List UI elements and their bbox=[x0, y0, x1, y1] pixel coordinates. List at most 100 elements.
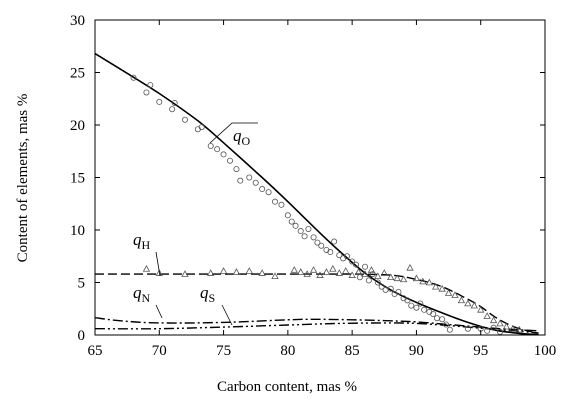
q-o-leader-line bbox=[209, 122, 258, 144]
q-h-point bbox=[303, 270, 311, 277]
q-h-point bbox=[432, 282, 440, 290]
q-s-fit-line bbox=[94, 322, 539, 334]
q-h-point bbox=[219, 267, 228, 274]
q-o-point bbox=[442, 321, 449, 328]
q-o-point bbox=[374, 279, 381, 286]
x-axis-label: Carbon content, mas % bbox=[217, 379, 357, 395]
q-o-point bbox=[237, 177, 244, 184]
q-h-leader-line bbox=[155, 251, 161, 277]
q-o-point bbox=[156, 98, 163, 105]
q-h-point bbox=[380, 269, 388, 276]
q-o-point bbox=[233, 166, 240, 173]
q-n-leader-line bbox=[155, 304, 163, 319]
x-tick-label: 100 bbox=[534, 343, 557, 359]
q-h-point bbox=[348, 271, 356, 278]
q-h-point bbox=[367, 266, 376, 273]
q-h-point bbox=[483, 312, 491, 319]
q-o-point bbox=[246, 174, 253, 181]
q-h-point bbox=[464, 299, 472, 307]
q-n-label-sub: N bbox=[142, 291, 151, 305]
q-o-point bbox=[361, 263, 368, 270]
q-h-point bbox=[142, 265, 151, 272]
q-h-point bbox=[329, 265, 337, 272]
q-h-point bbox=[509, 324, 517, 332]
q-o-point bbox=[352, 261, 359, 268]
q-o-point bbox=[343, 253, 350, 260]
q-o-point bbox=[417, 300, 424, 307]
q-h-point bbox=[297, 268, 305, 275]
y-tick-label: 25 bbox=[70, 66, 85, 82]
q-h-point bbox=[181, 270, 189, 277]
q-o-point bbox=[284, 212, 291, 219]
q-o-point bbox=[490, 324, 497, 331]
q-o-point bbox=[439, 316, 446, 323]
q-h-label: qH bbox=[133, 230, 151, 252]
x-tick-label: 90 bbox=[409, 343, 424, 359]
q-o-point bbox=[147, 82, 154, 89]
q-o-point bbox=[305, 225, 312, 232]
q-h-point bbox=[374, 272, 382, 280]
q-h-point bbox=[496, 319, 504, 327]
q-o-point bbox=[220, 151, 227, 158]
x-tick-label: 85 bbox=[345, 343, 360, 359]
q-o-point bbox=[496, 328, 503, 335]
axes: 65 70 75 80 85 90 95 100 0 5 10 15 20 25 30 bbox=[70, 13, 556, 359]
q-o-point bbox=[464, 325, 471, 332]
q-o-point bbox=[369, 271, 376, 278]
q-h-point bbox=[451, 291, 459, 298]
q-h-point bbox=[502, 322, 511, 330]
q-o-point bbox=[446, 326, 453, 333]
q-o-point bbox=[421, 306, 428, 313]
y-tick-label: 20 bbox=[70, 118, 85, 134]
q-o-point bbox=[430, 310, 437, 317]
q-h-point bbox=[444, 289, 453, 296]
q-o-point bbox=[378, 283, 385, 290]
q-o-point bbox=[181, 116, 188, 123]
q-h-point bbox=[316, 271, 324, 278]
q-o-point bbox=[288, 218, 295, 225]
q-o-point bbox=[271, 198, 278, 205]
q-n-label: qN bbox=[133, 283, 151, 305]
y-axis-label: Content of elements, mas % bbox=[15, 94, 31, 263]
x-tick-label: 80 bbox=[280, 343, 295, 359]
q-n-fit-line bbox=[94, 317, 539, 332]
q-h-point bbox=[470, 301, 478, 309]
q-o-point bbox=[318, 242, 325, 249]
q-o-point bbox=[130, 74, 137, 81]
q-o-point bbox=[382, 286, 389, 293]
q-s-label-main: q bbox=[200, 283, 209, 302]
y-tick-label: 15 bbox=[70, 171, 85, 187]
q-o-point bbox=[365, 277, 372, 284]
x-tick-label: 75 bbox=[216, 343, 231, 359]
q-h-point bbox=[387, 273, 395, 281]
q-o-point bbox=[404, 297, 411, 304]
q-h-point bbox=[258, 269, 266, 276]
q-o-point bbox=[433, 315, 440, 322]
q-o-point bbox=[349, 258, 356, 265]
q-o-point bbox=[252, 179, 259, 186]
q-o-point bbox=[265, 189, 272, 196]
q-o-point bbox=[214, 146, 221, 153]
q-o-point bbox=[198, 124, 205, 131]
q-h-point bbox=[406, 263, 414, 271]
q-h-label-sub: H bbox=[142, 238, 151, 252]
data-points bbox=[130, 74, 523, 335]
q-o-label: qO bbox=[233, 126, 251, 148]
y-tick-label: 30 bbox=[70, 13, 85, 29]
y-tick-label: 10 bbox=[70, 223, 85, 239]
q-h-point bbox=[393, 274, 401, 282]
q-o-point bbox=[171, 99, 178, 106]
q-h-point bbox=[354, 268, 363, 275]
q-h-label-main: q bbox=[133, 230, 142, 249]
q-o-point bbox=[484, 327, 491, 334]
x-tick-label: 70 bbox=[152, 343, 167, 359]
x-tick-label: 95 bbox=[473, 343, 488, 359]
q-o-label-main: q bbox=[233, 126, 242, 145]
q-o-point bbox=[331, 238, 338, 245]
q-n-label-main: q bbox=[133, 283, 142, 302]
q-h-point bbox=[322, 268, 331, 275]
q-h-point bbox=[399, 275, 408, 283]
y-tick-label: 0 bbox=[78, 328, 86, 344]
q-o-point bbox=[408, 302, 415, 309]
